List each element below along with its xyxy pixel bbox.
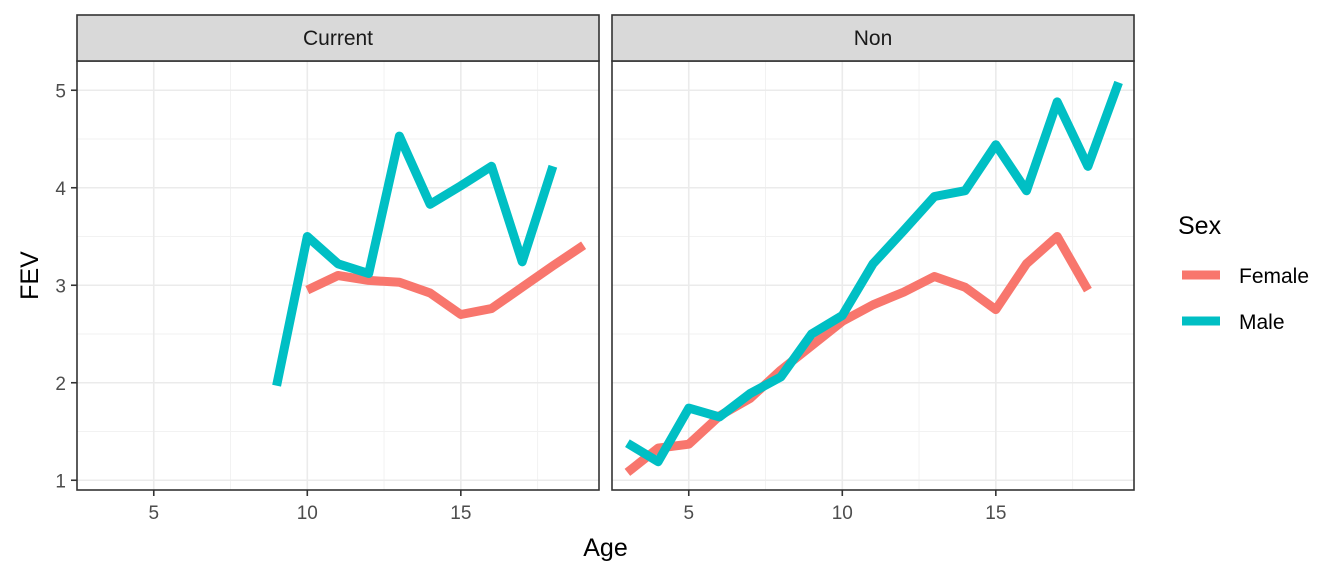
x-tick-label: 15 [450,503,471,524]
y-tick-label: 3 [55,276,66,297]
facet-strip-label: Non [854,27,893,50]
x-tick-label: 5 [148,503,159,524]
panel-current: Current 5 10 15 1 2 3 4 5 [55,14,600,524]
facet-strip [76,14,600,62]
x-axis-title: Age [583,534,627,562]
x-tick-label: 15 [985,503,1006,524]
y-axis-title: FEV [16,251,44,300]
series-line-male [272,131,558,387]
facet-strip-label: Current [303,27,373,50]
panel-background [612,61,1134,490]
y-tick-label: 5 [55,81,66,102]
y-tick-label: 4 [55,179,66,200]
y-tick-label: 2 [55,374,66,395]
legend: Sex Female Male [1178,212,1309,334]
x-tick-label: 10 [297,503,318,524]
series-line-male [625,80,1123,467]
legend-label-male: Male [1239,311,1285,334]
x-tick-label: 10 [832,503,853,524]
facet-strip [611,14,1135,62]
panel-non: Non 5 10 15 [611,14,1135,524]
y-tick-label: 1 [55,471,66,492]
legend-title: Sex [1178,212,1222,240]
series-line-female [305,241,587,319]
legend-label-female: Female [1239,265,1309,288]
x-tick-label: 5 [683,503,694,524]
series-line-female [624,232,1092,476]
